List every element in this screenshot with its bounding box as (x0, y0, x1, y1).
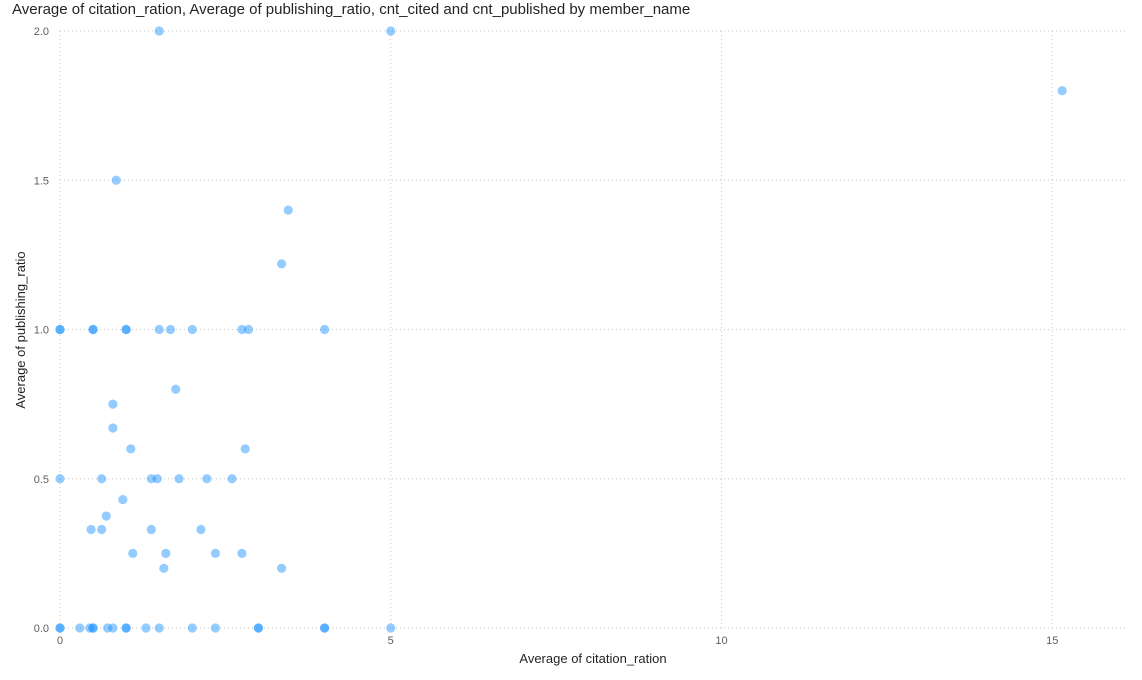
data-point[interactable] (253, 623, 264, 633)
data-point[interactable] (187, 324, 197, 335)
data-point[interactable] (386, 623, 396, 633)
data-point[interactable] (146, 474, 156, 484)
data-point[interactable] (121, 324, 131, 335)
data-point[interactable] (88, 324, 98, 335)
data-point[interactable] (319, 623, 330, 633)
data-point[interactable] (152, 474, 162, 484)
data-point[interactable] (108, 623, 118, 633)
data-point[interactable] (253, 623, 264, 633)
data-point[interactable] (243, 324, 254, 335)
data-point[interactable] (196, 524, 206, 535)
data-point[interactable] (237, 324, 247, 335)
grid-lines (59, 30, 1125, 629)
data-point[interactable] (202, 474, 212, 484)
tick-labels: 0.0 0.5 1.0 1.5 2.0 0 5 10 15 (34, 26, 1059, 647)
y-tick-label: 1.5 (34, 175, 49, 187)
data-point[interactable] (55, 474, 65, 484)
data-point[interactable] (97, 474, 107, 484)
y-tick-label: 2.0 (34, 26, 49, 38)
y-tick-label: 1.0 (34, 325, 49, 337)
data-point[interactable] (174, 474, 184, 484)
data-point[interactable] (108, 423, 118, 433)
data-point[interactable] (227, 474, 237, 484)
data-point[interactable] (121, 623, 131, 633)
chart-title: Average of citation_ration, Average of p… (12, 1, 691, 18)
data-point[interactable] (121, 324, 131, 335)
data-point[interactable] (276, 259, 287, 269)
data-point[interactable] (88, 623, 98, 633)
data-point[interactable] (88, 623, 98, 633)
data-point[interactable] (126, 444, 136, 454)
data-point[interactable] (128, 548, 138, 558)
data-point[interactable] (88, 324, 98, 335)
data-point[interactable] (118, 495, 128, 505)
data-point[interactable] (319, 623, 330, 633)
y-tick-label: 0.5 (34, 474, 49, 486)
data-point[interactable] (55, 324, 65, 335)
data-point[interactable] (240, 444, 250, 454)
y-tick-label: 0.0 (34, 623, 49, 635)
x-tick-label: 15 (1046, 635, 1058, 647)
data-point[interactable] (86, 524, 96, 535)
data-point[interactable] (55, 623, 65, 633)
data-point[interactable] (141, 623, 151, 633)
data-point[interactable] (154, 623, 164, 633)
x-axis-label: Average of citation_ration (519, 651, 666, 666)
data-point[interactable] (121, 623, 131, 633)
data-point[interactable] (97, 524, 107, 535)
data-point[interactable] (101, 511, 111, 521)
x-tick-label: 0 (57, 635, 63, 647)
data-point[interactable] (154, 26, 164, 36)
data-point[interactable] (210, 548, 221, 558)
x-tick-label: 5 (388, 635, 394, 647)
data-point[interactable] (276, 563, 287, 573)
data-point[interactable] (103, 623, 113, 633)
data-point[interactable] (161, 548, 171, 558)
data-point[interactable] (146, 524, 156, 535)
data-point[interactable] (237, 548, 247, 558)
data-points (55, 26, 1067, 633)
data-point[interactable] (386, 26, 396, 36)
x-tick-label: 10 (715, 635, 727, 647)
data-point[interactable] (154, 324, 164, 335)
data-point[interactable] (55, 324, 65, 335)
data-point[interactable] (319, 324, 330, 335)
data-point[interactable] (159, 563, 169, 573)
data-point[interactable] (111, 175, 121, 185)
data-point[interactable] (187, 623, 197, 633)
data-point[interactable] (108, 399, 118, 409)
data-point[interactable] (171, 384, 181, 394)
data-point[interactable] (210, 623, 221, 633)
data-point[interactable] (75, 623, 85, 633)
data-point[interactable] (165, 324, 176, 335)
y-axis-label: Average of publishing_ratio (13, 251, 28, 408)
data-point[interactable] (283, 205, 293, 215)
data-point[interactable] (55, 623, 65, 633)
data-point[interactable] (1057, 86, 1067, 96)
data-point[interactable] (85, 623, 95, 633)
